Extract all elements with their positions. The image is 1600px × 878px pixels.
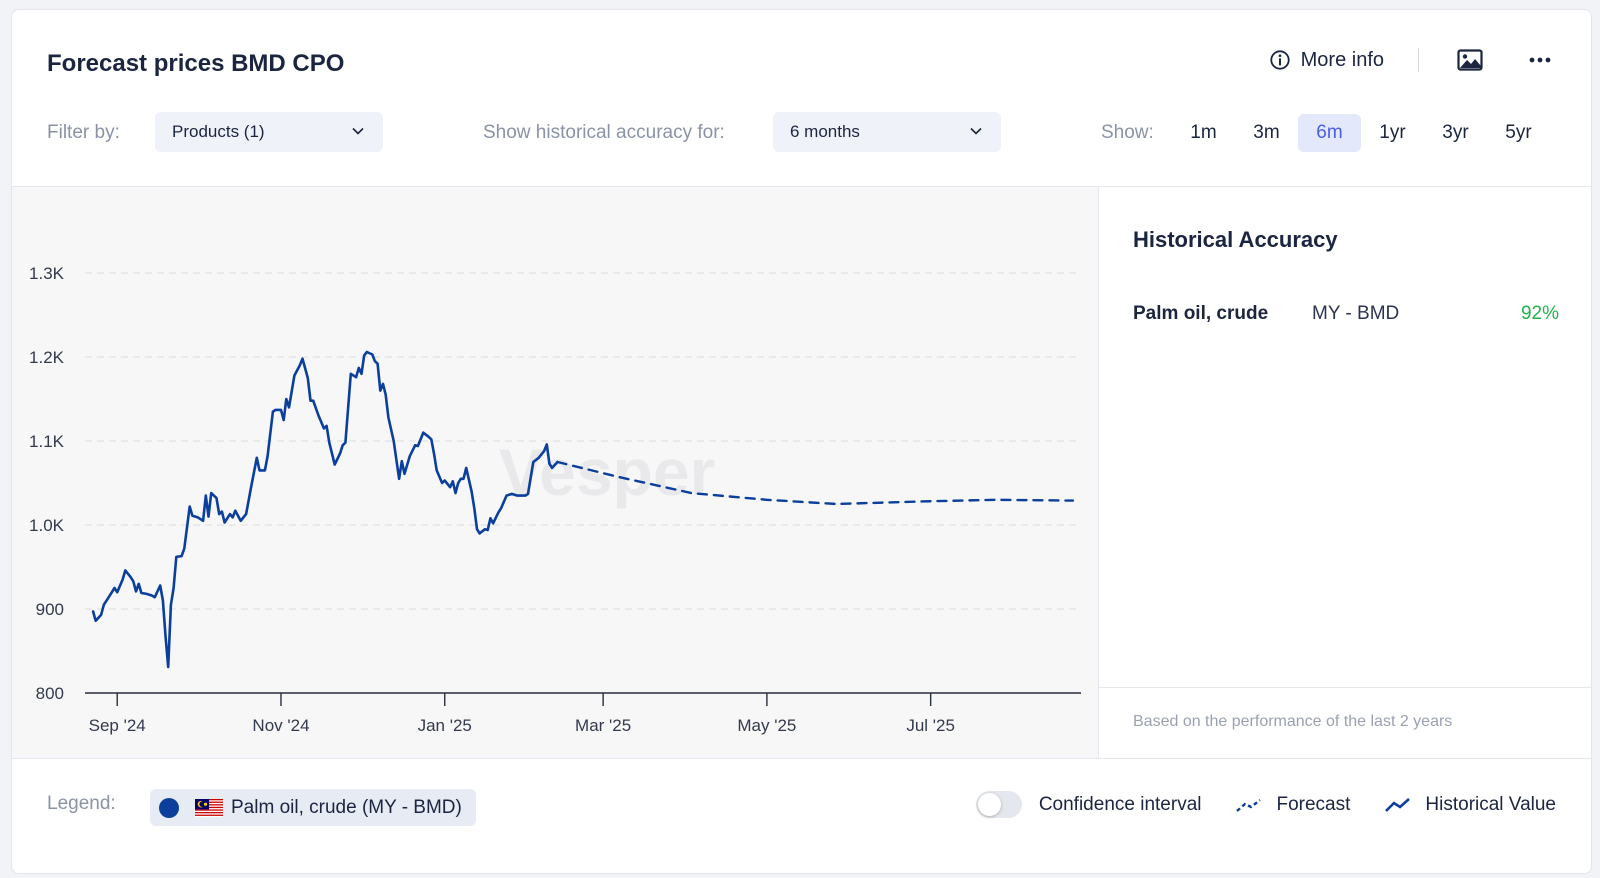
footer-divider xyxy=(12,758,1591,759)
forecast-series-line xyxy=(556,460,1075,506)
filter-by-label: Filter by: xyxy=(47,122,120,143)
info-icon xyxy=(1270,50,1290,70)
accuracy-footnote: Based on the performance of the last 2 y… xyxy=(1133,713,1453,730)
forecast-legend-key[interactable]: Forecast xyxy=(1236,794,1350,816)
chart-options: Confidence interval Forecast Historical … xyxy=(975,791,1556,818)
historical-line-icon xyxy=(1385,797,1411,812)
historical-series-line xyxy=(91,350,559,669)
chevron-down-icon xyxy=(352,127,364,135)
y-tick-label: 1.1K xyxy=(29,432,65,451)
card-actions: More info xyxy=(1269,48,1551,72)
more-options-icon[interactable] xyxy=(1529,49,1551,71)
confidence-interval-toggle[interactable] xyxy=(975,791,1022,818)
accuracy-row: Palm oil, crude MY - BMD 92% xyxy=(1133,303,1559,329)
price-chart: Vesper 800 900 1.0K 1.1K 1.2K 1.3K Sep '24 Nov '… xyxy=(29,264,1081,735)
more-info-button[interactable]: More info xyxy=(1269,49,1384,72)
accuracy-period-select[interactable]: 6 months xyxy=(773,112,1001,152)
y-tick-label: 900 xyxy=(36,600,64,619)
x-tick-label: May '25 xyxy=(737,716,796,735)
range-3m[interactable]: 3m xyxy=(1253,122,1280,143)
chart-watermark: Vesper xyxy=(499,435,716,509)
confidence-interval-label: Confidence interval xyxy=(1038,793,1202,815)
range-3yr[interactable]: 3yr xyxy=(1442,122,1469,143)
accuracy-product-name: Palm oil, crude xyxy=(1133,303,1269,324)
accuracy-period-value: 6 months xyxy=(790,122,860,141)
x-tick-label: Jul '25 xyxy=(906,716,955,735)
range-selector: 1m 3m 6m 1yr 3yr 5yr xyxy=(1172,114,1550,152)
chevron-down-icon xyxy=(970,127,982,135)
forecast-line-icon xyxy=(1236,798,1262,812)
historical-legend-key[interactable]: Historical Value xyxy=(1385,794,1556,816)
accuracy-period-label: Show historical accuracy for: xyxy=(483,122,725,143)
accuracy-panel-title: Historical Accuracy xyxy=(1133,227,1338,252)
x-tick-label: Sep '24 xyxy=(89,716,146,735)
x-tick-label: Nov '24 xyxy=(252,716,309,735)
image-export-icon[interactable] xyxy=(1457,49,1483,71)
range-5yr[interactable]: 5yr xyxy=(1505,122,1532,143)
y-tick-label: 1.2K xyxy=(29,348,65,367)
accuracy-market: MY - BMD xyxy=(1312,303,1400,324)
range-1m[interactable]: 1m xyxy=(1190,122,1217,143)
accuracy-value: 92% xyxy=(1520,303,1559,324)
range-6m[interactable]: 6m xyxy=(1298,114,1361,152)
range-1yr[interactable]: 1yr xyxy=(1379,122,1406,143)
legend-label: Legend: xyxy=(47,793,116,814)
forecast-card: Forecast prices BMD CPO More info Filter… xyxy=(11,9,1592,874)
forecast-legend-label: Forecast xyxy=(1276,793,1351,815)
panel-footer-divider xyxy=(1099,687,1591,688)
products-select-value: Products (1) xyxy=(172,122,265,141)
series-color-dot xyxy=(159,797,179,818)
toggle-knob xyxy=(977,793,1001,816)
chart-area: Vesper 800 900 1.0K 1.1K 1.2K 1.3K Sep '24 Nov '… xyxy=(12,187,1098,758)
page-title: Forecast prices BMD CPO xyxy=(47,50,345,77)
y-tick-label: 800 xyxy=(36,684,64,703)
x-tick-label: Jan '25 xyxy=(418,716,472,735)
more-info-label: More info xyxy=(1300,48,1384,71)
malaysia-flag-icon xyxy=(195,798,223,817)
products-select[interactable]: Products (1) xyxy=(155,112,383,152)
x-tick-label: Mar '25 xyxy=(575,716,631,735)
actions-divider xyxy=(1418,48,1419,72)
y-tick-label: 1.3K xyxy=(29,264,65,283)
legend-series-chip[interactable]: Palm oil, crude (MY - BMD) xyxy=(150,789,476,826)
show-range-label: Show: xyxy=(1101,122,1154,143)
historical-legend-label: Historical Value xyxy=(1425,793,1556,815)
legend-series-label: Palm oil, crude (MY - BMD) xyxy=(231,796,462,818)
y-tick-label: 1.0K xyxy=(29,516,65,535)
header-divider xyxy=(12,186,1591,187)
historical-accuracy-panel: Historical Accuracy Palm oil, crude MY -… xyxy=(1098,187,1591,758)
